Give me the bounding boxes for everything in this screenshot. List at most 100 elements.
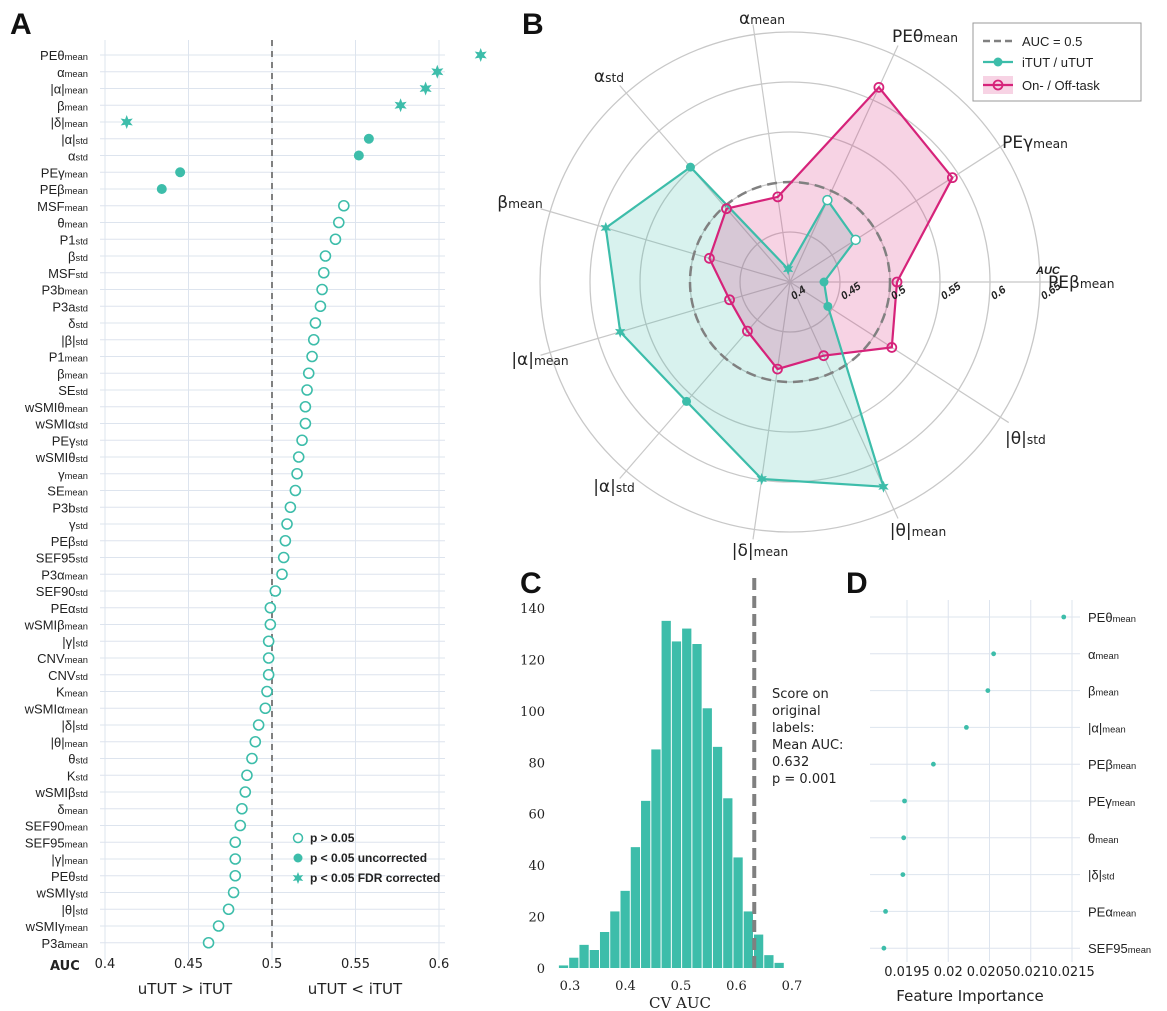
a-feature-label: PEγmean (41, 165, 88, 180)
b-point-itut (823, 301, 833, 311)
panel-c-histogram: 0 20 40 60 80 100 120 140 0.3 0.4 0.5 0.6 0.7 Score o… (520, 578, 843, 1011)
a-point-open (222, 903, 235, 916)
a-point-open (302, 367, 315, 380)
a-feature-label: γmean (58, 467, 88, 482)
b-point-ontask (946, 172, 958, 184)
b-legend-pink-dot (992, 79, 1004, 91)
a-point-open (239, 786, 252, 798)
a-feature-label: |α|std (61, 132, 88, 147)
panel-b-radar: 0.4 0.45 0.5 0.55 0.6 0.65AUCPEβmean|θ|std|θ|… (497, 9, 1142, 561)
d-point (901, 835, 907, 841)
c-bar (712, 746, 723, 968)
a-point-open (212, 920, 225, 932)
a-point-filled (156, 184, 167, 194)
d-point (964, 725, 969, 730)
b-spoke (752, 24, 791, 283)
b-legend-label: iTUT / uTUT (1022, 55, 1093, 70)
b-axis-label: |α|mean (511, 350, 568, 370)
d-point (931, 761, 936, 767)
d-point (883, 909, 888, 914)
c-bar (733, 857, 743, 968)
a-point-open (236, 802, 248, 815)
b-spoke (619, 85, 791, 283)
a-feature-label: P1mean (49, 350, 88, 365)
b-point-ontask (772, 363, 783, 375)
b-axis-label: αstd (594, 67, 624, 87)
a-feature-label: PEθstd (51, 869, 88, 884)
b-axis-label: |δ|mean (732, 541, 789, 561)
b-legend-label: On- / Off-task (1022, 78, 1100, 93)
d-point (881, 945, 887, 951)
a-point-open (301, 384, 313, 396)
a-feature-label: wSMIθstd (35, 450, 88, 465)
a-point-open (292, 451, 305, 463)
c-bar (661, 620, 671, 968)
d-feature-label: PEθmean (1088, 610, 1136, 625)
c-bar (723, 798, 733, 968)
b-point-ontask (886, 342, 898, 353)
b-legend-teal-dot (993, 57, 1003, 67)
c-annotation: p = 0.001 (772, 772, 837, 787)
a-feature-label: wSMIαstd (35, 417, 88, 432)
a-legend-label: p > 0.05 (310, 831, 355, 845)
a-point-open (229, 836, 242, 849)
d-feature-label: PEγmean (1088, 794, 1135, 809)
a-point-open (332, 216, 345, 229)
a-feature-label: P3bmean (41, 283, 88, 298)
a-point-star (394, 98, 407, 113)
a-feature-label: wSMIβstd (35, 785, 88, 800)
a-point-filled (353, 150, 364, 161)
c-bar (671, 641, 682, 968)
a-point-open (264, 601, 277, 614)
c-annotation: Score on (772, 687, 829, 702)
a-feature-label: P3astd (52, 299, 88, 314)
b-point-ontask (873, 81, 885, 93)
b-point-ontask (772, 191, 784, 203)
a-feature-label: PEθmean (40, 48, 88, 63)
a-feature-label: PEγstd (52, 433, 88, 448)
c-ytick: 0 (537, 962, 545, 977)
d-xlabel: Feature Importance (896, 987, 1043, 1005)
b-axis-label: PEβmean (1048, 273, 1115, 293)
b-point-itut (822, 194, 833, 206)
b-legend-label: AUC = 0.5 (1022, 34, 1082, 49)
b-spoke (540, 281, 791, 356)
b-point-itut (682, 396, 692, 406)
a-point-open (299, 417, 312, 430)
b-axis-label: PEγmean (1002, 133, 1068, 153)
b-spoke (789, 140, 1010, 283)
d-xtick: 0.0195 (884, 965, 930, 980)
c-bar (753, 934, 764, 968)
b-point-itut (756, 473, 767, 485)
a-point-open (234, 819, 247, 832)
c-annotation: Mean AUC: (772, 738, 843, 753)
b-point-ontask (891, 276, 903, 288)
c-bar (589, 950, 599, 968)
c-ytick: 80 (528, 756, 545, 771)
c-annotation: original (772, 704, 821, 719)
a-feature-label: P3amean (41, 936, 88, 951)
a-point-open (227, 886, 240, 899)
a-point-open (229, 853, 242, 865)
a-feature-label: SEF90std (36, 584, 88, 599)
b-rtick: 0.6 (989, 283, 1009, 302)
c-annotation: labels: (772, 721, 815, 736)
c-bar (743, 911, 753, 968)
a-point-open (261, 685, 273, 698)
b-point-itut (819, 277, 829, 287)
b-point-itut (685, 162, 695, 172)
a-feature-label: |γ|std (62, 634, 88, 649)
panel-label-b: B (522, 8, 544, 41)
b-axis-label: |α|std (593, 477, 635, 497)
a-feature-label: Kmean (56, 685, 88, 700)
a-point-open (307, 333, 320, 346)
d-point (1061, 614, 1067, 620)
a-feature-label: P3bstd (52, 500, 88, 515)
d-feature-label: αmean (1088, 647, 1119, 662)
b-line-itut (604, 165, 886, 488)
a-feature-label: αstd (68, 149, 88, 164)
a-feature-label: |θ|mean (51, 735, 88, 750)
c-annotation: 0.632 (772, 755, 809, 770)
d-point (985, 688, 991, 693)
